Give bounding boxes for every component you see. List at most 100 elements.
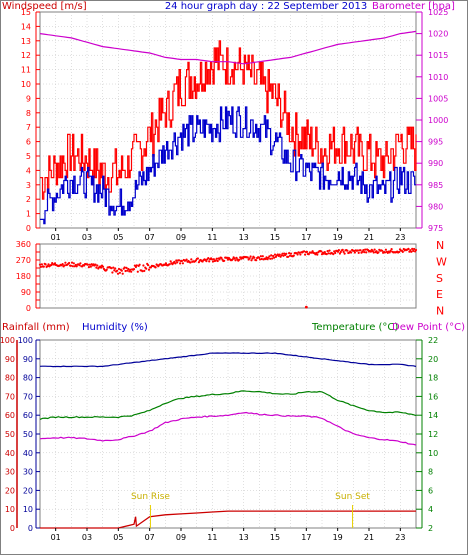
temperature-series-line <box>39 390 417 420</box>
direction-point <box>38 263 42 266</box>
direction-point <box>68 261 71 265</box>
direction-point <box>246 256 249 259</box>
direction-point <box>143 269 146 272</box>
direction-point <box>272 254 275 258</box>
temp-tick-label: 2 <box>428 524 433 533</box>
direction-point <box>231 258 234 261</box>
barometer-axis-ticks: 975 980 985 990 995 1000 1005 1010 1015 1020 1025 <box>416 8 448 233</box>
direction-point <box>253 256 256 259</box>
direction-point <box>278 253 281 256</box>
direction-point <box>336 250 340 253</box>
direction-point <box>323 251 326 254</box>
direction-point <box>134 265 137 269</box>
direction-point <box>311 250 314 253</box>
x-tick-label: 17 <box>301 233 311 242</box>
x-tick-label: 03 <box>82 233 92 242</box>
direction-point <box>176 261 179 264</box>
x-tick-label: 21 <box>364 233 374 242</box>
direction-point <box>46 265 49 268</box>
direction-point <box>112 266 115 269</box>
x-tick-label: 13 <box>239 533 249 542</box>
direction-point <box>292 254 295 257</box>
direction-point <box>179 262 182 265</box>
direction-point <box>299 253 302 256</box>
wind-tick-label: 3 <box>26 181 31 190</box>
direction-point <box>255 259 258 262</box>
direction-point <box>357 251 360 254</box>
direction-point <box>251 257 254 260</box>
direction-point <box>169 260 172 263</box>
barometer-series-line <box>39 30 417 65</box>
direction-point <box>101 265 105 268</box>
rain-tick-label: 0 <box>10 524 15 533</box>
direction-point <box>189 261 192 264</box>
humidity-tick-label: 70 <box>23 392 33 401</box>
direction-point <box>350 251 353 254</box>
direction-point <box>141 270 144 273</box>
direction-point <box>265 256 268 259</box>
direction-point <box>214 259 217 262</box>
direction-point <box>111 271 114 274</box>
temp-tick-label: 14 <box>428 411 438 420</box>
rain-tick-label: 40 <box>5 449 15 458</box>
humidity-tick-label: 30 <box>23 468 33 477</box>
direction-point <box>409 249 412 252</box>
direction-tick-label: 270 <box>16 256 31 265</box>
direction-point <box>281 252 284 255</box>
direction-point <box>369 250 372 253</box>
direction-point <box>44 263 47 266</box>
direction-point <box>359 249 362 252</box>
direction-point <box>305 250 309 253</box>
direction-point <box>315 251 318 255</box>
direction-point <box>114 267 117 270</box>
avg-wind-series-line <box>40 106 416 225</box>
wind-tick-label: 5 <box>26 152 31 161</box>
direction-point <box>130 270 133 273</box>
temp-axis-ticks: 2 4 6 8 10 12 14 16 18 20 22 <box>416 336 438 533</box>
direction-point <box>61 263 64 266</box>
direction-point <box>411 247 414 250</box>
direction-point <box>64 261 67 264</box>
direction-point <box>328 249 331 252</box>
wind-tick-label: 12 <box>21 51 31 60</box>
direction-point <box>69 264 73 267</box>
direction-point <box>270 254 273 257</box>
direction-point <box>287 255 290 258</box>
wind-tick-label: 8 <box>26 109 31 118</box>
direction-point <box>258 258 262 261</box>
direction-point <box>407 247 410 250</box>
direction-point <box>268 255 271 258</box>
direction-point <box>390 248 393 251</box>
direction-point <box>86 263 89 266</box>
temp-tick-label: 20 <box>428 355 438 364</box>
direction-point <box>249 255 252 258</box>
direction-point <box>178 259 181 262</box>
direction-point <box>362 249 365 252</box>
compass-label: W <box>436 255 447 268</box>
rainfall-series-line <box>40 510 416 529</box>
x-tick-label: 09 <box>176 533 186 542</box>
direction-tick-label: 90 <box>21 288 31 297</box>
barometer-label: Barometer [hpa] <box>372 1 455 12</box>
direction-point <box>296 253 299 256</box>
rain-tick-label: 90 <box>5 355 15 364</box>
x-tick-label: 19 <box>333 233 343 242</box>
wind-tick-label: 7 <box>26 123 31 132</box>
direction-tick-label: 180 <box>16 272 31 281</box>
direction-point <box>372 251 375 254</box>
direction-point <box>124 269 127 273</box>
direction-point <box>381 249 384 252</box>
rain-tick-label: 10 <box>5 505 15 514</box>
temp-series <box>39 352 417 529</box>
direction-point <box>352 249 356 252</box>
direction-point <box>118 271 121 274</box>
direction-point <box>304 305 308 309</box>
direction-point <box>120 269 123 272</box>
direction-point <box>42 265 45 268</box>
temp-tick-label: 6 <box>428 486 433 495</box>
direction-point <box>316 253 319 256</box>
direction-point <box>87 266 90 269</box>
x-tick-label: 09 <box>176 233 186 242</box>
direction-point <box>205 260 208 263</box>
